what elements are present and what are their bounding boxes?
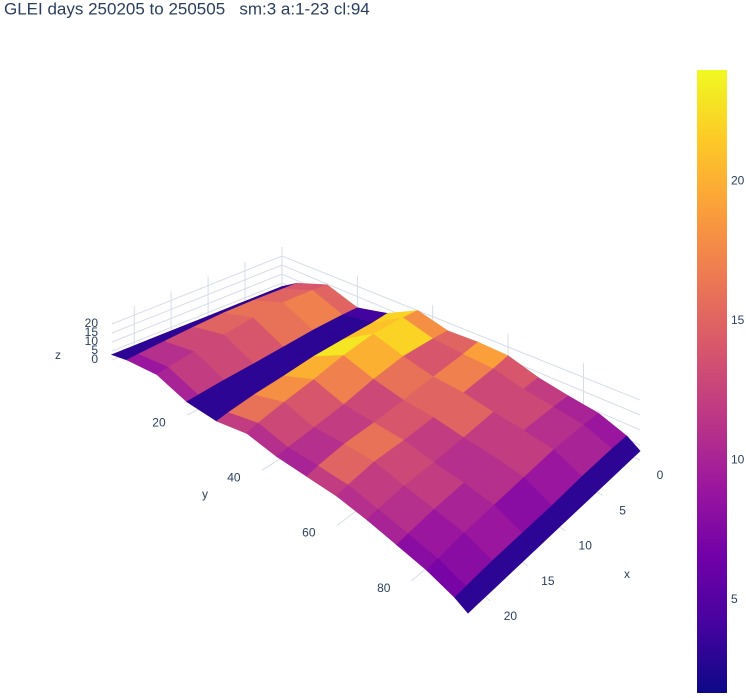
x-tick-label: 0: [657, 468, 664, 482]
colorbar: [697, 70, 727, 693]
y-tick-label: 80: [377, 581, 391, 595]
y-tick-label: 60: [302, 526, 316, 540]
x-tick-label: 10: [579, 539, 593, 553]
colorbar-tick-label: 15: [731, 313, 745, 327]
colorbar-tick-label: 10: [731, 453, 745, 467]
z-axis-title: z: [55, 348, 61, 362]
z-tick-label: 5: [91, 343, 98, 357]
x-tick-label: 20: [504, 609, 518, 623]
x-tick-label: 15: [541, 574, 555, 588]
x-tick-label: 5: [619, 503, 626, 517]
colorbar-tick-label: 20: [731, 173, 745, 187]
z-tick-label: 10: [85, 334, 99, 348]
x-axis-title: x: [624, 567, 630, 581]
z-tick-label: 0: [91, 352, 98, 366]
colorbar-tick-label: 5: [731, 592, 738, 606]
chart-title: GLEI days 250205 to 250505 sm:3 a:1-23 c…: [4, 0, 370, 18]
surface-cell: [454, 585, 480, 614]
z-tick-label: 20: [85, 316, 99, 330]
grid-line: [111, 255, 641, 401]
y-tick-label: 40: [227, 470, 241, 484]
z-tick-label: 15: [85, 325, 99, 339]
y-axis-title: y: [202, 487, 208, 501]
y-tick-label: 20: [152, 415, 166, 429]
